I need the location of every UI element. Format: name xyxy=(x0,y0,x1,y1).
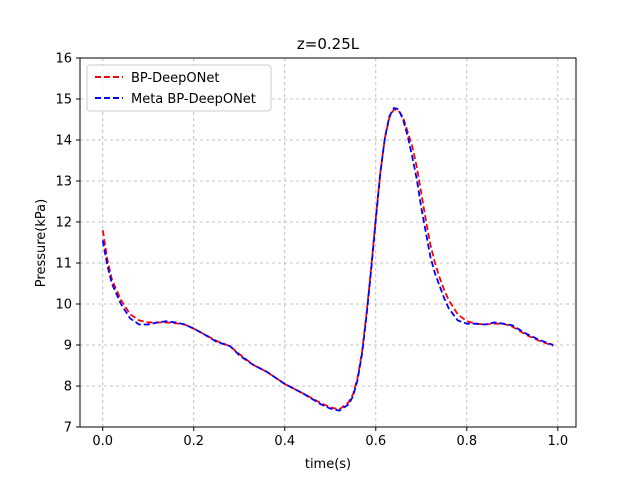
y-tick-label: 13 xyxy=(55,175,72,190)
legend-frame xyxy=(86,64,272,112)
series-line-meta-bp-deeponet xyxy=(101,107,554,412)
y-tick-label: 10 xyxy=(55,298,72,313)
x-tick-label: 0.0 xyxy=(92,434,113,449)
x-tick-label: 0.4 xyxy=(274,434,295,449)
x-tick-label: 0.2 xyxy=(183,434,204,449)
y-tick-label: 11 xyxy=(55,257,72,272)
plot-area xyxy=(80,58,576,427)
legend: BP-DeepONet Meta BP-DeepONet xyxy=(86,64,272,112)
series-line-bp-deeponet xyxy=(101,108,554,411)
plot-frame xyxy=(79,57,577,428)
y-tick-label: 15 xyxy=(55,93,72,108)
y-axis-label: Pressure(kPa) xyxy=(34,199,49,287)
x-tick-label: 0.6 xyxy=(365,434,386,449)
series-group xyxy=(101,107,554,412)
y-tick-label: 14 xyxy=(55,134,72,149)
x-axis-label: time(s) xyxy=(305,457,351,472)
y-tick-label: 16 xyxy=(55,52,72,67)
y-tick-label: 7 xyxy=(64,421,72,436)
legend-label-meta-bp-deeponet: Meta BP-DeepONet xyxy=(131,92,256,107)
chart-title: z=0.25L xyxy=(297,35,360,53)
legend-label-bp-deeponet: BP-DeepONet xyxy=(131,71,219,86)
y-tick-label: 12 xyxy=(55,216,72,231)
axis-ticks: 0.0 0.2 0.4 0.6 0.8 1.0 7 8 9 10 11 12 13 14 15 16 xyxy=(55,52,568,450)
y-tick-label: 8 xyxy=(64,380,72,395)
y-tick-label: 9 xyxy=(64,339,72,354)
x-tick-label: 1.0 xyxy=(547,434,568,449)
x-tick-label: 0.8 xyxy=(456,434,477,449)
